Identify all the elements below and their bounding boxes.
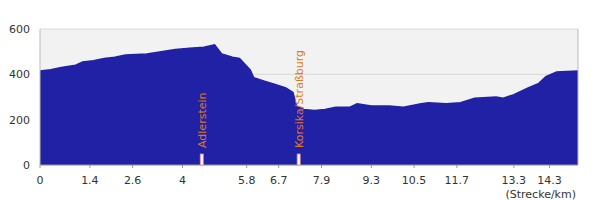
x-tick [513, 165, 514, 168]
x-tick-label: 11.7 [445, 174, 470, 187]
grid-line [40, 165, 578, 166]
annotation-marker [297, 154, 300, 165]
x-tick-label: 0 [37, 174, 44, 187]
x-tick-label: 2.6 [124, 174, 142, 187]
y-axis-line [40, 29, 41, 165]
plot-right-edge [578, 29, 579, 165]
x-tick-label: 6.7 [270, 174, 288, 187]
elevation-area [40, 45, 578, 165]
annotation-label: Adlerstein [196, 92, 209, 148]
x-tick [414, 165, 415, 168]
x-tick [549, 165, 550, 168]
x-tick [182, 165, 183, 168]
x-tick [371, 165, 372, 168]
x-axis-label: (Strecke/km) [505, 188, 576, 200]
y-tick-label: 0 [23, 159, 30, 172]
chart: 0 200 400 600 0 1.4 2.6 4 5.8 6.7 7.9 9.3 10.5 11.7 13… [0, 0, 600, 200]
x-tick [132, 165, 133, 168]
x-tick [321, 165, 322, 168]
x-tick-label: 10.5 [402, 174, 427, 187]
x-tick-label: 1.4 [81, 174, 99, 187]
y-tick-label: 600 [9, 23, 30, 36]
y-tick-label: 200 [9, 114, 30, 127]
x-tick-label: 14.3 [537, 174, 562, 187]
x-tick-label: 13.3 [502, 174, 527, 187]
x-tick [246, 165, 247, 168]
x-tick [278, 165, 279, 168]
x-tick-label: 5.8 [238, 174, 256, 187]
x-tick-label: 9.3 [363, 174, 381, 187]
grid-line [40, 29, 578, 30]
annotation-marker [200, 154, 203, 165]
x-tick [40, 165, 41, 168]
x-axis-line [40, 165, 578, 166]
x-tick [89, 165, 90, 168]
x-tick-label: 4 [179, 174, 186, 187]
annotation-label: Korsika/Straßburg [293, 50, 306, 148]
plot-area [40, 45, 578, 165]
y-tick-label: 400 [9, 68, 30, 81]
x-tick [456, 165, 457, 168]
plot-background [40, 29, 578, 165]
x-tick-label: 7.9 [313, 174, 331, 187]
